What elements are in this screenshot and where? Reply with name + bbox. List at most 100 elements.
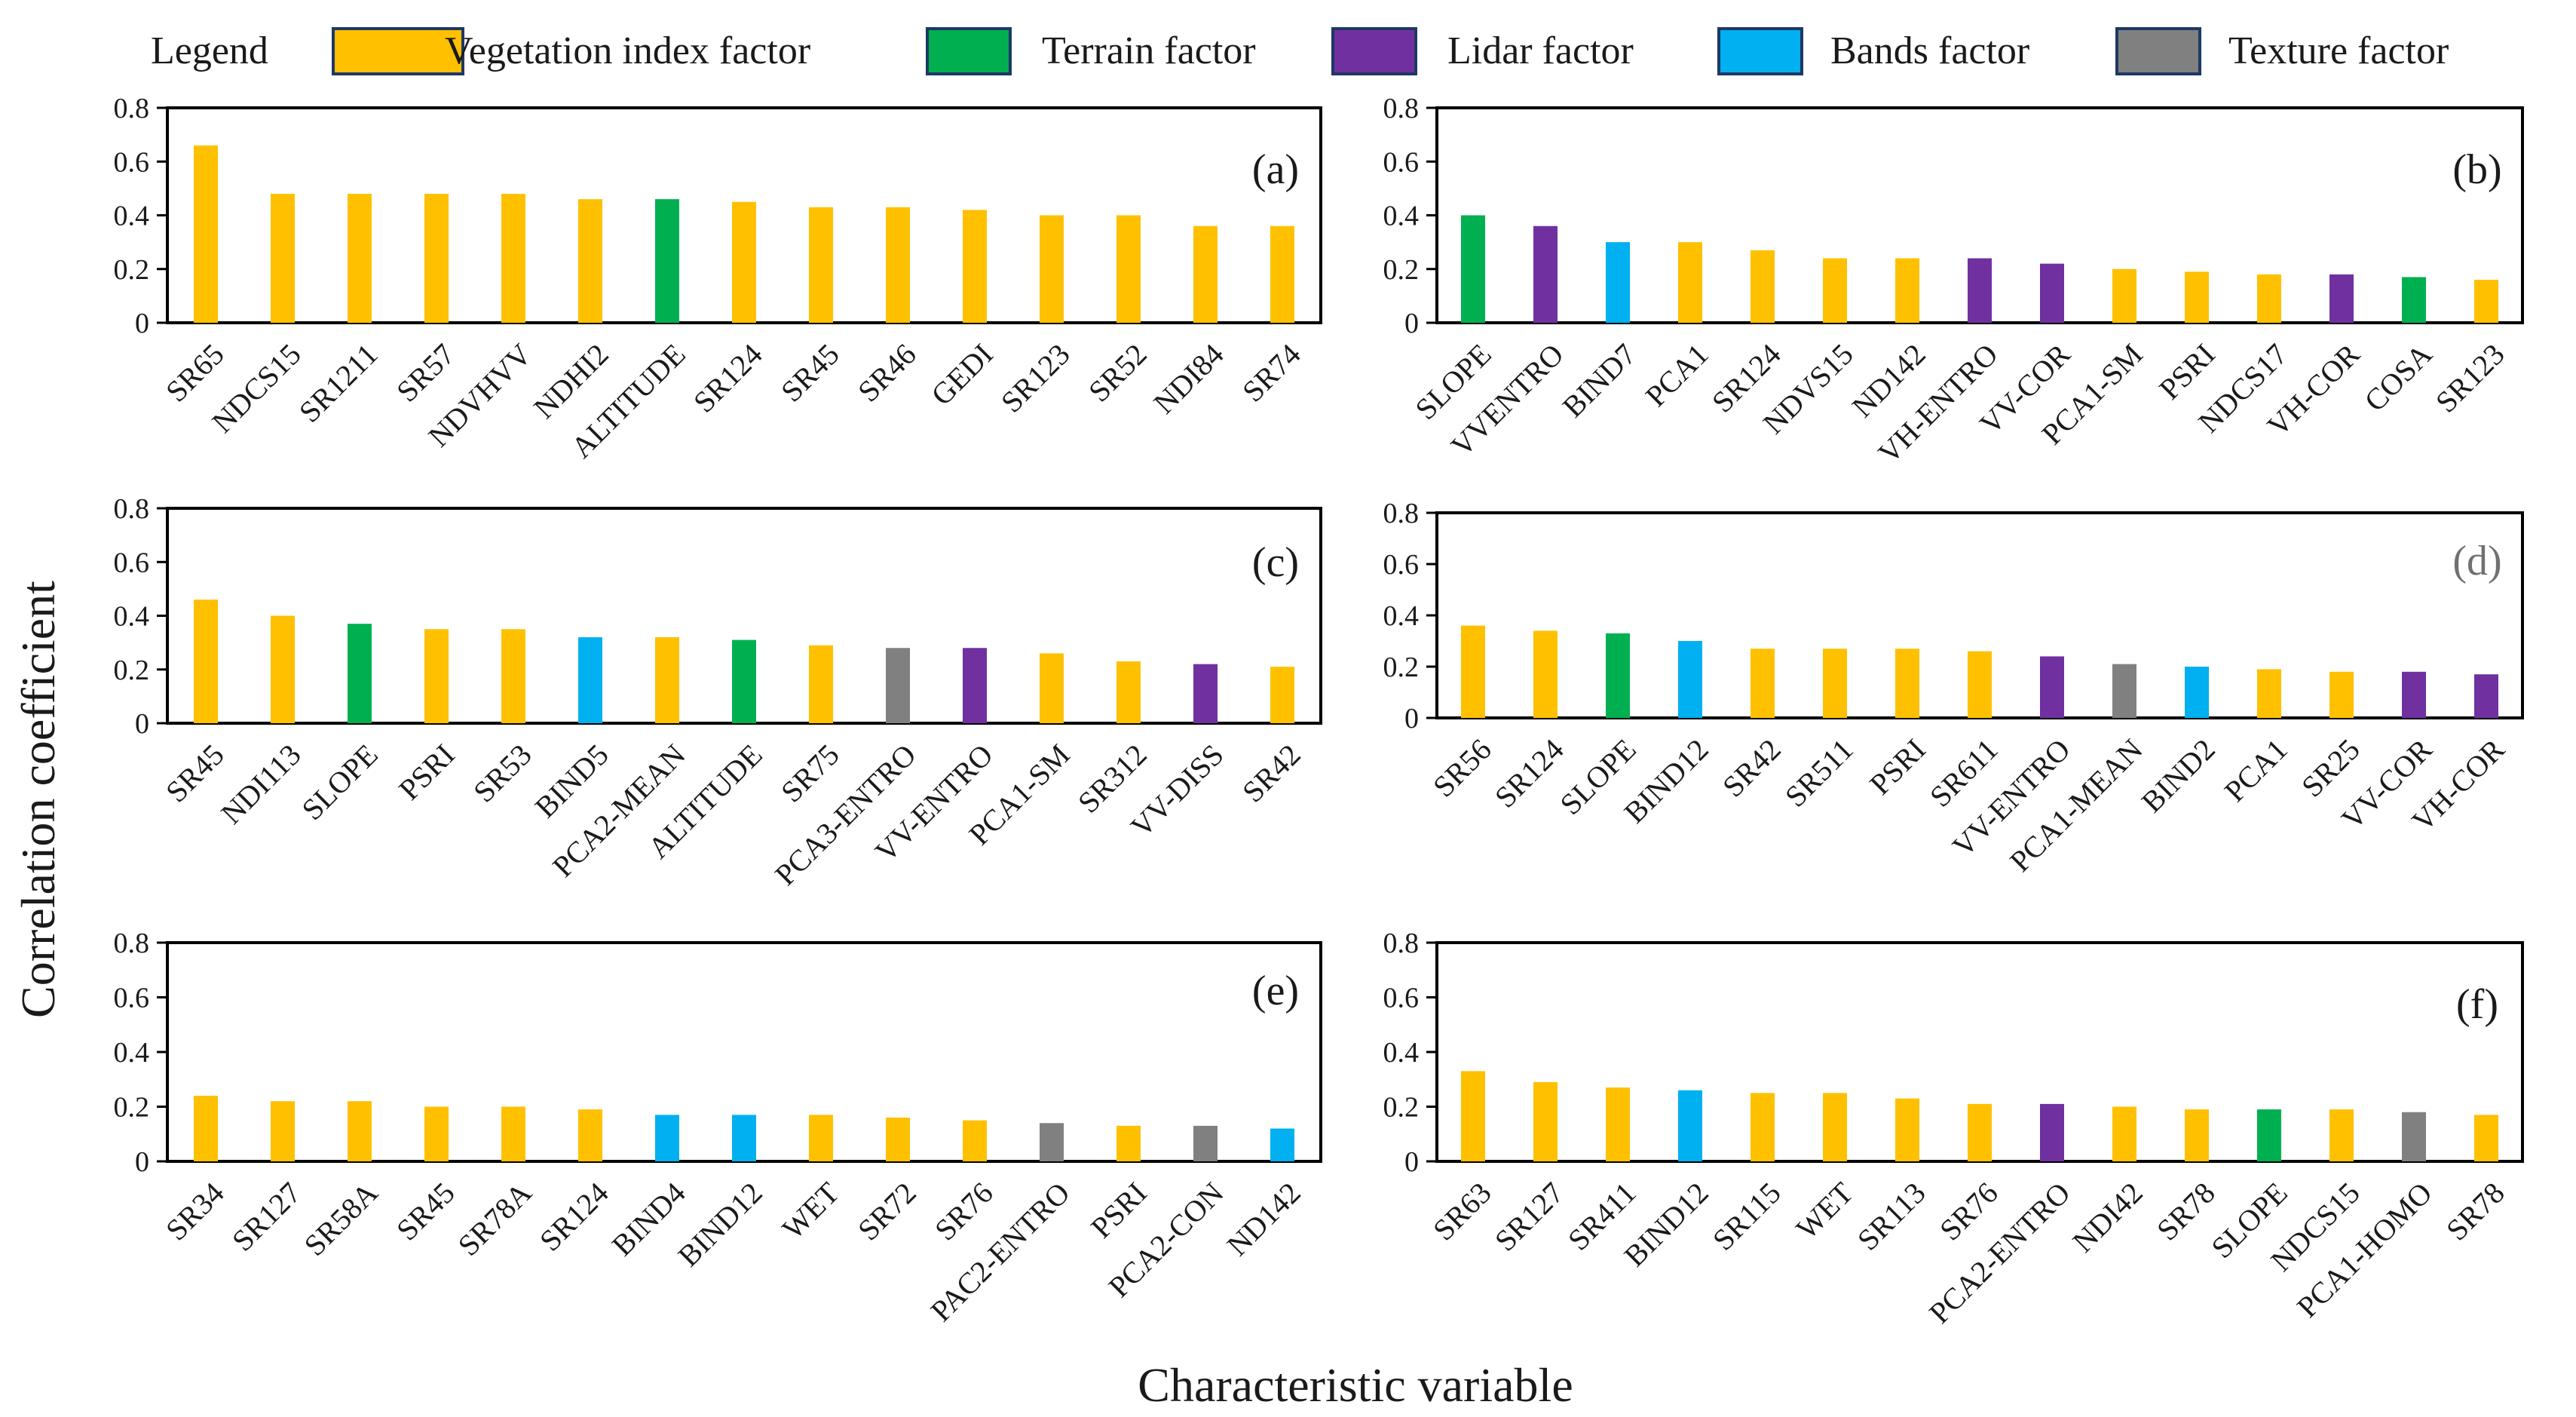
- bar: [1116, 661, 1141, 723]
- y-tick-label: 0.2: [114, 655, 150, 686]
- bar: [809, 645, 833, 723]
- bar: [424, 629, 449, 723]
- bar: [2185, 271, 2209, 323]
- bar: [348, 194, 372, 323]
- y-tick-label: 0.4: [1383, 201, 1420, 232]
- y-tick-label: 0.8: [1383, 93, 1420, 124]
- bar: [424, 1106, 449, 1161]
- bar: [271, 1101, 295, 1161]
- bar: [1270, 667, 1294, 723]
- bar: [1968, 258, 1992, 323]
- bar: [194, 1096, 218, 1161]
- bar: [1751, 649, 1775, 718]
- bar: [271, 615, 295, 723]
- bar: [1895, 649, 1919, 718]
- y-tick-label: 0: [1404, 1146, 1419, 1178]
- bar: [1606, 1087, 1630, 1161]
- bar: [2402, 277, 2426, 323]
- bar: [2474, 674, 2498, 718]
- bar: [1823, 1093, 1847, 1161]
- legend-label-vegetation: Vegetation index factor: [445, 29, 810, 72]
- bar: [348, 1101, 372, 1161]
- legend-swatch-terrain: [926, 27, 1012, 75]
- bar: [732, 639, 756, 723]
- bar: [1040, 653, 1064, 723]
- bar: [1751, 250, 1775, 323]
- y-tick-label: 0.4: [114, 201, 150, 232]
- bar: [424, 194, 449, 323]
- bar: [348, 624, 372, 723]
- y-tick-label: 0.6: [1383, 983, 1420, 1014]
- y-tick-label: 0.6: [1383, 549, 1420, 581]
- y-tick-label: 0.2: [1383, 652, 1420, 683]
- legend-label-bands: Bands factor: [1830, 29, 2029, 72]
- bar: [1678, 242, 1702, 323]
- bar: [2474, 280, 2498, 323]
- y-tick-label: 0: [135, 1146, 149, 1178]
- bar: [1823, 258, 1847, 323]
- bar: [2185, 1109, 2209, 1161]
- bar: [2402, 671, 2426, 718]
- bar: [1116, 1125, 1141, 1161]
- bar: [963, 648, 987, 723]
- bar: [1968, 651, 1992, 718]
- y-tick-label: 0.8: [114, 93, 150, 124]
- bar: [1533, 1081, 1558, 1161]
- bar: [1751, 1093, 1775, 1161]
- bar: [655, 1115, 679, 1161]
- bar: [886, 648, 910, 723]
- y-axis-title: Correlation coefficient: [11, 581, 65, 1018]
- bar: [1116, 215, 1141, 323]
- bar: [732, 1115, 756, 1161]
- legend: Legend Vegetation index factor Terrain f…: [151, 27, 2449, 75]
- bar: [2185, 667, 2209, 718]
- bar: [1461, 625, 1485, 718]
- bar: [2112, 664, 2136, 718]
- y-tick-label: 0: [135, 308, 149, 339]
- y-tick-label: 0.4: [1383, 1037, 1420, 1069]
- bar: [1823, 649, 1847, 718]
- legend-swatch-lidar: [1331, 27, 1417, 75]
- bar: [1193, 664, 1218, 723]
- y-tick-label: 0.2: [114, 254, 150, 286]
- y-tick-label: 0.4: [114, 601, 150, 633]
- bar: [578, 637, 602, 723]
- legend-label-terrain: Terrain factor: [1042, 29, 1256, 72]
- y-tick-label: 0.6: [114, 146, 150, 178]
- bar: [2474, 1115, 2498, 1161]
- y-tick-label: 0: [1404, 703, 1419, 735]
- bar: [1678, 1090, 1702, 1161]
- bar: [1461, 1071, 1485, 1161]
- bar: [1533, 225, 1558, 323]
- bar: [2402, 1112, 2426, 1161]
- y-tick-label: 0.4: [114, 1037, 150, 1069]
- panel-label: (a): [1252, 146, 1299, 193]
- bar: [655, 199, 679, 323]
- bar: [1040, 1123, 1064, 1161]
- y-tick-label: 0.8: [114, 493, 150, 525]
- bar: [578, 1109, 602, 1161]
- bar: [271, 194, 295, 323]
- bar: [809, 1115, 833, 1161]
- bar: [501, 1106, 525, 1161]
- legend-label-texture: Texture factor: [2228, 29, 2449, 72]
- bar: [1533, 630, 1558, 718]
- bar: [578, 199, 602, 323]
- bar: [1895, 1098, 1919, 1161]
- bar: [1968, 1103, 1992, 1161]
- y-tick-label: 0: [135, 708, 149, 740]
- bar: [1270, 225, 1294, 323]
- legend-swatch-bands: [1717, 27, 1803, 75]
- bar: [963, 210, 987, 323]
- bar: [1193, 225, 1218, 323]
- bar: [2040, 1103, 2064, 1161]
- bar: [1678, 641, 1702, 718]
- x-axis-title: Characteristic variable: [1138, 1358, 1573, 1412]
- bar: [2112, 268, 2136, 323]
- bar: [194, 145, 218, 323]
- bar: [1895, 258, 1919, 323]
- y-tick-label: 0.8: [1383, 498, 1420, 529]
- bar: [2329, 1109, 2354, 1161]
- y-tick-label: 0.2: [114, 1092, 150, 1124]
- legend-label-lidar: Lidar factor: [1447, 29, 1634, 72]
